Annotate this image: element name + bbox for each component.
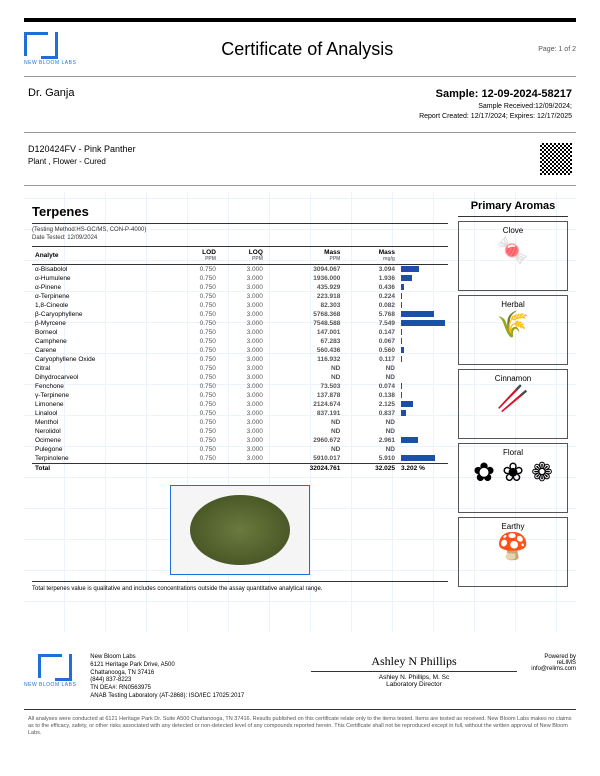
section-title: Terpenes (32, 200, 448, 224)
aroma-card: Clove 🍬 (458, 221, 568, 291)
product-name: D120424FV - Pink Panther (28, 143, 136, 157)
aroma-icon: 🍬 (463, 237, 563, 263)
table-row: Camphene0.7503.00067.2830.067 (32, 337, 448, 346)
sample-id: Sample: 12-09-2024-58217 (419, 87, 572, 102)
logo-icon (38, 654, 62, 678)
col-loq: LOQPPM (219, 247, 266, 265)
footer-anab: ANAB Testing Laboratory (AT-2868): ISO/I… (90, 693, 296, 701)
footer-lab-name: New Bloom Labs (90, 654, 296, 662)
table-row: Citral0.7503.000NDND (32, 364, 448, 373)
table-row: β-Myrcene0.7503.0007548.5887.549 (32, 319, 448, 328)
sample-photo (170, 485, 310, 575)
table-header-row: Analyte LODPPM LOQPPM MassPPM Massmg/g (32, 247, 448, 265)
footer-addr2: Chattanooga, TN 37416 (90, 670, 296, 678)
footer-dea: TN DEA#: RN0563975 (90, 685, 296, 693)
testing-method: (Testing Method:HS-GC/MS, CON-P-4000) (32, 227, 448, 235)
terpenes-table: Analyte LODPPM LOQPPM MassPPM Massmg/g α… (32, 247, 448, 473)
table-row: Menthol0.7503.000NDND (32, 418, 448, 427)
product-type: Plant , Flower - Cured (28, 156, 136, 168)
aroma-name: Earthy (463, 522, 563, 531)
table-row: α-Humulene0.7503.0001936.0001.936 (32, 274, 448, 283)
table-row: α-Bisabolol0.7503.0003094.0673.094 (32, 264, 448, 274)
qr-code-icon (540, 143, 572, 175)
table-row: Terpinolene0.7503.0005910.0175.910 (32, 454, 448, 464)
signature-name: Ashley N. Phillips, M. Sc (311, 674, 517, 681)
top-border (24, 18, 576, 22)
client-sample-row: Dr. Ganja Sample: 12-09-2024-58217 Sampl… (24, 81, 576, 128)
page-header: NEW BLOOM LABS Certificate of Analysis P… (24, 26, 576, 72)
aromas-section: Primary Aromas Clove 🍬 Herbal 🌾 Cinnamon 🥢 Flo… (458, 200, 568, 596)
aroma-name: Floral (463, 448, 563, 457)
footer-addr1: 6121 Heritage Park Drive, A500 (90, 662, 296, 670)
footer-logo: NEW BLOOM LABS (24, 654, 76, 688)
terpenes-table-section: Terpenes (Testing Method:HS-GC/MS, CON-P… (32, 200, 448, 596)
aroma-icon: 🥢 (463, 385, 563, 411)
table-row: Carene0.7503.000560.4360.560 (32, 346, 448, 355)
lab-logo: NEW BLOOM LABS (24, 32, 76, 66)
client-name: Dr. Ganja (28, 87, 74, 122)
signature-title: Laboratory Director (311, 681, 517, 688)
col-analyte: Analyte (32, 247, 172, 265)
table-row: Pulegone0.7503.000NDND (32, 445, 448, 454)
signature-icon: Ashley N Phillips (311, 654, 517, 672)
aroma-icon: ✿ ❀ ❁ (463, 459, 563, 485)
aroma-card: Herbal 🌾 (458, 295, 568, 365)
table-row: Linalool0.7503.000837.1910.837 (32, 409, 448, 418)
table-row: Borneol0.7503.000147.0010.147 (32, 328, 448, 337)
date-tested: Date Tested: 12/09/2024 (32, 235, 448, 243)
lab-name-footer: NEW BLOOM LABS (24, 682, 76, 688)
lab-name: NEW BLOOM LABS (24, 60, 76, 66)
report-created: Report Created: 12/17/2024; Expires: 12/… (419, 112, 572, 122)
col-lod: LODPPM (172, 247, 219, 265)
table-row: Ocimene0.7503.0002960.6722.961 (32, 436, 448, 445)
table-total-row: Total32024.76132.0253.202 % (32, 463, 448, 473)
product-row: D120424FV - Pink Panther Plant , Flower … (24, 137, 576, 181)
disclaimer: All analyses were conducted at 6121 Heri… (24, 709, 576, 743)
page-footer: NEW BLOOM LABS New Bloom Labs 6121 Herit… (24, 646, 576, 709)
col-mass-mg: Massmg/g (343, 247, 398, 265)
table-row: Nerolidol0.7503.000NDND (32, 427, 448, 436)
footer-phone: (844) 837-8223 (90, 677, 296, 685)
sample-received: Sample Received:12/09/2024; (419, 102, 572, 112)
divider (24, 76, 576, 77)
table-row: α-Terpinene0.7503.000223.9180.224 (32, 292, 448, 301)
page-number: Page: 1 of 2 (538, 46, 576, 53)
table-row: Caryophyllene Oxide0.7503.000116.9320.11… (32, 355, 448, 364)
col-mass-ppm: MassPPM (266, 247, 343, 265)
table-row: Dihydrocarveol0.7503.000NDND (32, 373, 448, 382)
content-area: Terpenes (Testing Method:HS-GC/MS, CON-P… (24, 192, 576, 632)
divider (24, 132, 576, 133)
divider (24, 185, 576, 186)
aroma-icon: 🍄 (463, 533, 563, 559)
aroma-card: Floral ✿ ❀ ❁ (458, 443, 568, 513)
table-row: Fenchone0.7503.00073.5030.074 (32, 382, 448, 391)
page-title: Certificate of Analysis (76, 39, 538, 60)
aroma-name: Herbal (463, 300, 563, 309)
table-row: Limonene0.7503.0002124.6742.125 (32, 400, 448, 409)
table-row: γ-Terpinene0.7503.000137.8780.138 (32, 391, 448, 400)
aroma-card: Earthy 🍄 (458, 517, 568, 587)
aroma-icon: 🌾 (463, 311, 563, 337)
aroma-card: Cinnamon 🥢 (458, 369, 568, 439)
table-row: α-Pinene0.7503.000435.9290.436 (32, 283, 448, 292)
table-row: β-Caryophyllene0.7503.0005768.3685.768 (32, 310, 448, 319)
aroma-name: Cinnamon (463, 374, 563, 383)
logo-icon (24, 32, 48, 56)
relims-url: info@relims.com (531, 666, 576, 672)
table-row: 1,8-Cineole0.7503.00082.3030.082 (32, 301, 448, 310)
col-bar (398, 247, 448, 265)
table-footnote: Total terpenes value is qualitative and … (32, 581, 448, 596)
aromas-title: Primary Aromas (458, 200, 568, 217)
aroma-name: Clove (463, 226, 563, 235)
